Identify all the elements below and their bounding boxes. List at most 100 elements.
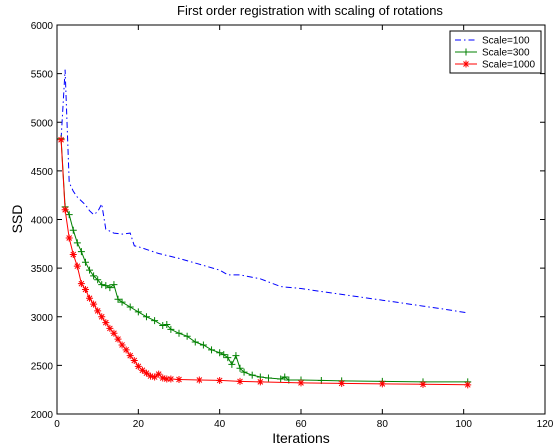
y-tick-label: 5000 (31, 118, 54, 129)
y-tick-label: 2000 (31, 410, 54, 421)
y-tick-label: 5500 (31, 70, 54, 81)
data-point (81, 258, 89, 266)
data-point (199, 341, 207, 349)
data-point (297, 379, 305, 387)
data-point (138, 366, 146, 374)
y-axis-label: SSD (9, 205, 25, 234)
data-point (114, 295, 122, 303)
y-tick-label: 4000 (31, 216, 54, 227)
data-point (464, 381, 472, 389)
legend-label: Scale=1000 (482, 60, 536, 71)
data-point (118, 341, 126, 349)
data-point (462, 60, 470, 68)
data-point (236, 364, 244, 372)
data-point (264, 374, 272, 382)
data-point (126, 352, 134, 360)
legend-item: Scale=300 (455, 48, 530, 59)
legend-item: Scale=100 (455, 36, 530, 47)
x-tick-label: 80 (377, 419, 389, 430)
y-tick-label: 3000 (31, 313, 54, 324)
x-tick-label: 0 (54, 419, 60, 430)
data-point (134, 362, 142, 370)
data-point (462, 48, 470, 56)
data-point (69, 226, 77, 234)
data-point (220, 351, 228, 359)
data-point (94, 276, 102, 284)
data-point (86, 266, 94, 274)
data-point (142, 369, 150, 377)
data-point (155, 370, 163, 378)
legend-label: Scale=300 (482, 48, 530, 59)
series-line (60, 69, 468, 314)
data-point (151, 317, 159, 325)
data-point (175, 329, 183, 337)
data-point (378, 380, 386, 388)
data-point (236, 377, 244, 385)
data-point (216, 376, 224, 384)
data-point (240, 368, 248, 376)
x-tick-label: 60 (295, 419, 307, 430)
y-tick-label: 3500 (31, 264, 54, 275)
data-point (98, 281, 106, 289)
y-tick-label: 6000 (31, 21, 54, 32)
data-point (102, 282, 110, 290)
data-point (77, 280, 85, 288)
data-point (159, 374, 167, 382)
data-point (228, 360, 236, 368)
data-point (65, 211, 73, 219)
data-point (419, 380, 427, 388)
data-point (110, 329, 118, 337)
x-tick-label: 100 (455, 419, 472, 430)
data-point (191, 338, 199, 346)
data-point (114, 335, 122, 343)
data-point (142, 313, 150, 321)
series-1 (60, 69, 468, 314)
data-point (77, 248, 85, 256)
data-point (69, 251, 77, 259)
series-3 (57, 136, 472, 389)
data-point (167, 375, 175, 383)
data-point (90, 272, 98, 280)
data-point (98, 313, 106, 321)
data-point (248, 371, 256, 379)
data-point (86, 294, 94, 302)
data-point (338, 379, 346, 387)
data-point (277, 375, 285, 383)
data-point (281, 373, 289, 381)
data-point (73, 262, 81, 270)
data-point (163, 375, 171, 383)
data-point (134, 308, 142, 316)
data-point (122, 346, 130, 354)
data-point (224, 354, 232, 362)
x-tick-label: 40 (214, 419, 226, 430)
data-point (216, 349, 224, 357)
data-point (94, 307, 102, 315)
data-point (208, 346, 216, 354)
data-point (106, 324, 114, 332)
legend-label: Scale=100 (482, 36, 530, 47)
data-point (147, 372, 155, 380)
data-point (175, 375, 183, 383)
legend-item: Scale=1000 (455, 60, 536, 71)
y-tick-label: 4500 (31, 167, 54, 178)
data-point (232, 352, 240, 360)
plot-area (56, 24, 546, 415)
series-2 (57, 135, 472, 386)
data-point (73, 239, 81, 247)
x-tick-label: 120 (537, 419, 554, 430)
y-tick-label: 2500 (31, 361, 54, 372)
data-point (106, 284, 114, 292)
chart-title: First order registration with scaling of… (177, 3, 443, 18)
data-point (65, 234, 73, 242)
data-point (61, 206, 69, 214)
x-axis-label: Iterations (272, 430, 330, 446)
data-point (195, 376, 203, 384)
data-point (167, 325, 175, 333)
data-point (90, 300, 98, 308)
data-point (256, 378, 264, 386)
data-point (130, 357, 138, 365)
data-point (57, 136, 65, 144)
data-point (159, 322, 167, 330)
